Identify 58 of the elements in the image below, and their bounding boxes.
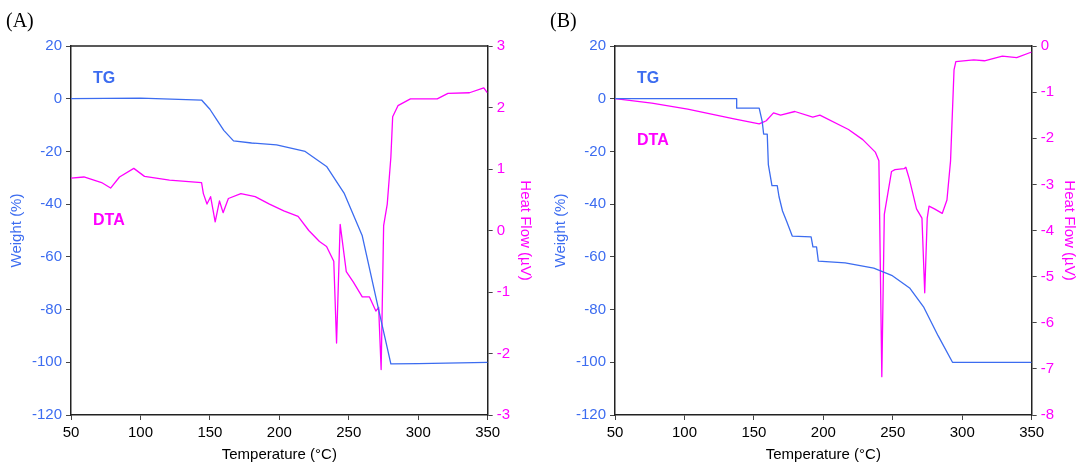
x-tick-label: 250 — [336, 423, 362, 441]
y2-tick-label: 3 — [496, 36, 506, 54]
y-tick-label: -120 — [575, 405, 607, 423]
y-tick-label: -40 — [584, 194, 607, 212]
y2-tick-label: -1 — [1040, 82, 1055, 100]
y2-tick-label: 0 — [496, 220, 506, 238]
y2-tick-label: -6 — [1040, 312, 1055, 330]
chart-title: (B) — [550, 9, 577, 33]
y2-tick-label: -4 — [1040, 220, 1055, 238]
x-tick-label: 100 — [127, 423, 153, 441]
y-tick-label: -20 — [584, 141, 607, 159]
y-tick-label: -100 — [31, 352, 63, 370]
x-axis-title: Temperature (°C) — [765, 445, 881, 463]
y-tick-label: 0 — [597, 88, 607, 106]
y-axis-title: Weight (%) — [7, 193, 25, 268]
y2-axis-title: Heat Flow (µV) — [1061, 180, 1079, 281]
x-tick-label: 350 — [1019, 423, 1045, 441]
y-tick-label: 0 — [53, 88, 63, 106]
y-tick-label: 20 — [45, 36, 63, 54]
y2-tick-label: -2 — [496, 343, 511, 361]
series-label: TG — [93, 69, 116, 87]
y2-tick-label: -8 — [1040, 405, 1055, 423]
series-label: DTA — [93, 210, 126, 228]
x-tick-label: 300 — [405, 423, 431, 441]
y-tick-label: -40 — [40, 194, 63, 212]
x-tick-label: 350 — [475, 423, 501, 441]
x-tick-label: 150 — [197, 423, 223, 441]
x-tick-label: 250 — [880, 423, 906, 441]
y-tick-label: -20 — [40, 141, 63, 159]
y2-tick-label: 2 — [496, 97, 506, 115]
y-axis-title: Weight (%) — [551, 193, 569, 268]
y2-tick-label: -5 — [1040, 266, 1055, 284]
y-tick-label: 20 — [589, 36, 607, 54]
y2-tick-label: -2 — [1040, 128, 1055, 146]
x-tick-label: 300 — [949, 423, 975, 441]
y2-tick-label: 0 — [1040, 36, 1050, 54]
y2-tick-label: -3 — [1040, 174, 1055, 192]
y2-axis-title: Heat Flow (µV) — [517, 180, 535, 281]
y-tick-label: -80 — [40, 299, 63, 317]
x-tick-label: 200 — [810, 423, 836, 441]
y-tick-label: -60 — [40, 247, 63, 264]
x-tick-label: 200 — [266, 423, 292, 441]
x-tick-label: 150 — [741, 423, 767, 441]
x-axis-title: Temperature (°C) — [221, 445, 337, 463]
y-tick-label: -100 — [575, 352, 607, 370]
y-tick-label: -80 — [584, 299, 607, 317]
y-tick-label: -120 — [31, 405, 63, 423]
chart-title: (A) — [6, 9, 34, 33]
y2-tick-label: -1 — [496, 282, 511, 300]
x-tick-label: 50 — [62, 423, 80, 441]
x-tick-label: 100 — [671, 423, 697, 441]
y-tick-label: -60 — [584, 247, 607, 264]
series-label: TG — [637, 69, 660, 87]
y2-tick-label: 1 — [496, 159, 506, 177]
series-label: DTA — [637, 130, 670, 148]
x-tick-label: 50 — [606, 423, 624, 441]
y2-tick-label: -3 — [496, 405, 511, 423]
y2-tick-label: -7 — [1040, 359, 1055, 377]
